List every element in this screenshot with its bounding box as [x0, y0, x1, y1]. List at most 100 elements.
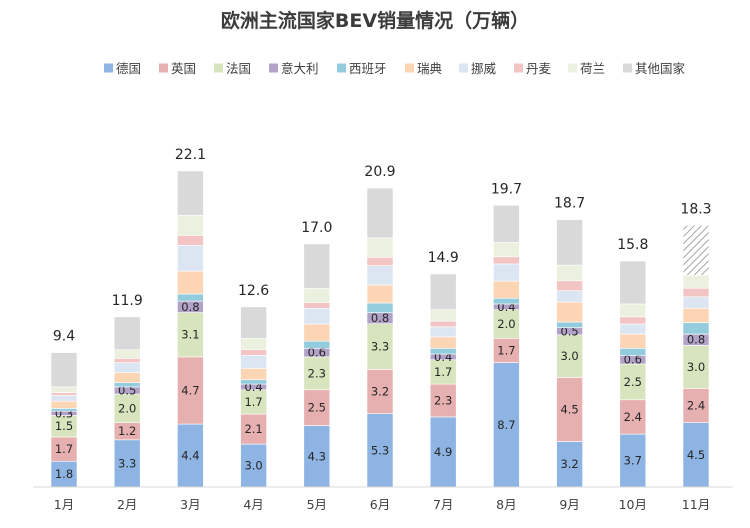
legend-swatch-7: [514, 63, 523, 73]
segment-label-4-0: 4.3: [308, 449, 326, 463]
category-label-8: 9月: [559, 497, 579, 512]
bar-segment-2-4: [177, 293, 204, 302]
segment-label-0-2: 1.5: [55, 419, 73, 433]
bar-segment-0-7: [50, 392, 78, 396]
bar-segment-1-9: [113, 316, 141, 351]
segment-label-8-2: 3.0: [560, 349, 578, 363]
bar-segment-8-9: [556, 219, 583, 266]
segment-label-1-0: 3.3: [118, 456, 136, 470]
total-label-7: 19.7: [491, 181, 522, 197]
bar-segment-4-7: [303, 302, 331, 309]
bar-segment-8-6: [556, 290, 583, 303]
total-label-2: 22.1: [175, 147, 206, 163]
segment-label-8-1: 4.5: [560, 402, 578, 416]
total-label-0: 9.4: [53, 329, 75, 345]
segment-label-10-0: 4.5: [687, 448, 705, 462]
bar-segment-9-4: [619, 348, 647, 356]
bar-segment-6-6: [429, 326, 457, 338]
bar-segment-9-6: [619, 323, 647, 335]
segment-label-10-3: 0.8: [687, 333, 705, 347]
category-label-9: 10月: [619, 497, 647, 512]
bar-segment-9-9: [619, 260, 647, 305]
legend-swatch-5: [405, 63, 414, 73]
bar-segment-2-5: [177, 270, 204, 295]
bar-segment-4-4: [303, 340, 331, 349]
bar-segment-7-8: [493, 242, 520, 258]
bar-segment-1-8: [113, 349, 141, 359]
bar-segment-5-9: [366, 187, 394, 239]
bar-segment-7-2: [493, 309, 520, 339]
bar-segment-8-1: [556, 377, 583, 442]
bar-segment-5-6: [366, 265, 394, 286]
legend-swatch-1: [159, 63, 168, 73]
segment-label-9-2: 2.5: [624, 375, 642, 389]
bar-segment-3-8: [240, 337, 267, 351]
bar-segment-10-9: [682, 225, 710, 276]
segment-label-6-0: 4.9: [434, 445, 452, 459]
category-label-6: 7月: [433, 497, 453, 512]
total-label-4: 17.0: [301, 220, 332, 236]
bar-segment-8-7: [556, 280, 583, 292]
bar-segment-10-2: [682, 345, 710, 389]
segment-label-4-1: 2.5: [308, 401, 326, 415]
segment-label-3-1: 2.1: [244, 422, 262, 436]
bar-segment-9-2: [619, 363, 647, 401]
bar-segment-2-9: [177, 170, 204, 216]
segment-label-5-1: 3.2: [371, 385, 389, 399]
bar-segment-4-9: [303, 243, 331, 289]
bar-segment-5-2: [366, 323, 394, 370]
category-label-3: 4月: [243, 497, 263, 512]
bar-segment-0-5: [50, 400, 78, 409]
bar-segment-6-0: [429, 416, 457, 488]
bar-segment-9-5: [619, 333, 647, 349]
bar-segment-0-6: [50, 395, 78, 402]
bar-segment-8-8: [556, 264, 583, 282]
bar-segment-10-5: [682, 307, 710, 323]
bar-segment-5-4: [366, 302, 394, 313]
bar-segment-4-6: [303, 307, 331, 325]
segment-label-4-3: 0.6: [308, 346, 326, 360]
bar-segment-5-8: [366, 237, 394, 258]
bar-segment-2-0: [177, 423, 204, 488]
segment-label-1-2: 2.0: [118, 401, 136, 415]
total-label-8: 18.7: [554, 196, 585, 212]
bar-segment-10-8: [682, 275, 710, 289]
segment-label-5-3: 0.8: [371, 311, 389, 325]
legend-swatch-3: [269, 63, 278, 73]
legend-swatch-6: [459, 63, 468, 73]
bar-segment-10-6: [682, 296, 710, 309]
bar-segment-2-8: [177, 215, 204, 236]
bar-segment-10-1: [682, 388, 710, 423]
bar-segment-10-7: [682, 287, 710, 298]
category-label-0: 1月: [54, 497, 74, 512]
bar-segment-6-9: [429, 273, 457, 310]
bar-segment-1-6: [113, 362, 141, 373]
bar-segment-5-1: [366, 369, 394, 414]
legend-swatch-9: [623, 63, 632, 73]
bars-group: 1.81.71.50.33.31.22.00.54.44.73.10.83.02…: [50, 170, 710, 488]
segment-label-5-2: 3.3: [371, 340, 389, 354]
total-label-5: 20.9: [364, 164, 395, 180]
bar-segment-7-9: [493, 205, 520, 243]
segment-label-10-1: 2.4: [687, 398, 705, 412]
bar-segment-4-1: [303, 389, 331, 426]
bar-segment-1-4: [113, 382, 141, 388]
bar-segment-0-8: [50, 386, 78, 393]
segment-label-1-1: 1.2: [118, 424, 136, 438]
segment-label-9-3: 0.6: [624, 353, 642, 367]
bar-segment-0-1: [50, 436, 78, 462]
bar-segment-6-4: [429, 348, 457, 355]
bar-segment-4-8: [303, 287, 331, 303]
bar-segment-3-1: [240, 413, 267, 445]
legend-label-8: 荷兰: [580, 61, 605, 76]
bar-segment-3-6: [240, 355, 267, 369]
category-labels: 1月 2月 3月 4月 5月 6月 7月 8月 9月 10月 11月: [54, 497, 710, 512]
bar-segment-1-5: [113, 372, 141, 383]
bar-segment-0-0: [50, 460, 78, 488]
bar-segment-10-4: [682, 322, 710, 335]
bar-segment-4-2: [303, 356, 331, 391]
bar-segment-1-7: [113, 358, 141, 363]
bar-segment-5-0: [366, 413, 394, 488]
bar-segment-7-1: [493, 337, 520, 363]
